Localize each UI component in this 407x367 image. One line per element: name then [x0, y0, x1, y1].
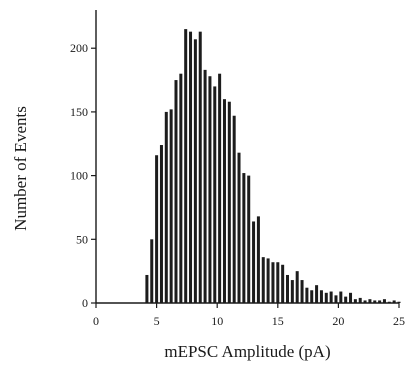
- histogram-bar: [256, 216, 260, 303]
- histogram-bar: [155, 155, 159, 303]
- histogram-bar: [392, 300, 396, 303]
- histogram-bar: [344, 296, 348, 303]
- histogram-bar: [193, 39, 197, 304]
- histogram-bar: [324, 292, 328, 303]
- histogram-bar: [189, 31, 193, 303]
- histogram-bar: [368, 299, 372, 303]
- histogram-bar: [237, 152, 241, 303]
- x-tick-label: 20: [332, 314, 344, 328]
- histogram-bar: [179, 73, 183, 303]
- histogram-bars: [145, 29, 401, 304]
- histogram-bar: [329, 291, 333, 303]
- histogram-bar: [285, 274, 289, 303]
- y-tick-label: 0: [82, 296, 88, 310]
- histogram-bar: [227, 101, 231, 303]
- x-tick-label: 5: [154, 314, 160, 328]
- histogram-bar: [208, 76, 212, 304]
- x-tick-label: 10: [211, 314, 223, 328]
- histogram-bar: [378, 300, 382, 303]
- histogram-bar: [315, 285, 319, 303]
- x-tick-label: 15: [272, 314, 284, 328]
- histogram-bar: [150, 239, 154, 303]
- histogram-bar: [222, 99, 226, 303]
- histogram-bar: [164, 111, 168, 303]
- histogram-bar: [218, 73, 222, 303]
- histogram-bar: [232, 115, 236, 303]
- histogram-bar: [213, 86, 217, 304]
- histogram-bar: [159, 145, 163, 303]
- histogram-bar: [353, 299, 357, 303]
- x-axis-ticks: 0 5 10 15 20 25: [93, 303, 405, 328]
- histogram-bar: [295, 271, 299, 303]
- histogram-bar: [339, 291, 343, 303]
- histogram-bar: [266, 258, 270, 303]
- histogram-bar: [305, 287, 309, 303]
- histogram-bar: [276, 262, 280, 303]
- histogram-bar: [184, 29, 188, 304]
- y-axis-ticks: 0 50 100 150 200: [70, 41, 96, 310]
- histogram-bar: [242, 173, 246, 303]
- histogram-bar: [169, 109, 173, 304]
- y-tick-label: 200: [70, 41, 88, 55]
- histogram-bar: [271, 262, 275, 303]
- histogram-bar: [349, 292, 353, 303]
- histogram-bar: [203, 69, 207, 304]
- histogram-bar: [319, 290, 323, 303]
- histogram-bar: [174, 80, 178, 303]
- histogram-bar: [198, 31, 202, 303]
- chart-axes: [95, 10, 399, 304]
- x-axis-label: mEPSC Amplitude (pA): [164, 342, 330, 361]
- x-tick-label: 0: [93, 314, 99, 328]
- x-tick-label: 25: [393, 314, 405, 328]
- histogram-bar: [281, 264, 285, 303]
- histogram-bar: [310, 290, 314, 303]
- histogram-bar: [252, 221, 256, 303]
- histogram-bar: [363, 300, 367, 303]
- histogram-bar: [145, 274, 149, 303]
- histogram-bar: [300, 280, 304, 303]
- histogram-bar: [247, 175, 251, 303]
- y-tick-label: 100: [70, 169, 88, 183]
- y-tick-label: 150: [70, 105, 88, 119]
- y-tick-label: 50: [76, 232, 88, 246]
- histogram-bar: [358, 297, 362, 303]
- histogram-bar: [290, 280, 294, 303]
- histogram-bar: [373, 300, 377, 303]
- histogram-bar: [397, 301, 401, 303]
- histogram-bar: [382, 299, 386, 303]
- histogram-bar: [261, 257, 265, 303]
- y-axis-label: Number of Events: [11, 106, 30, 231]
- histogram-bar: [334, 295, 338, 303]
